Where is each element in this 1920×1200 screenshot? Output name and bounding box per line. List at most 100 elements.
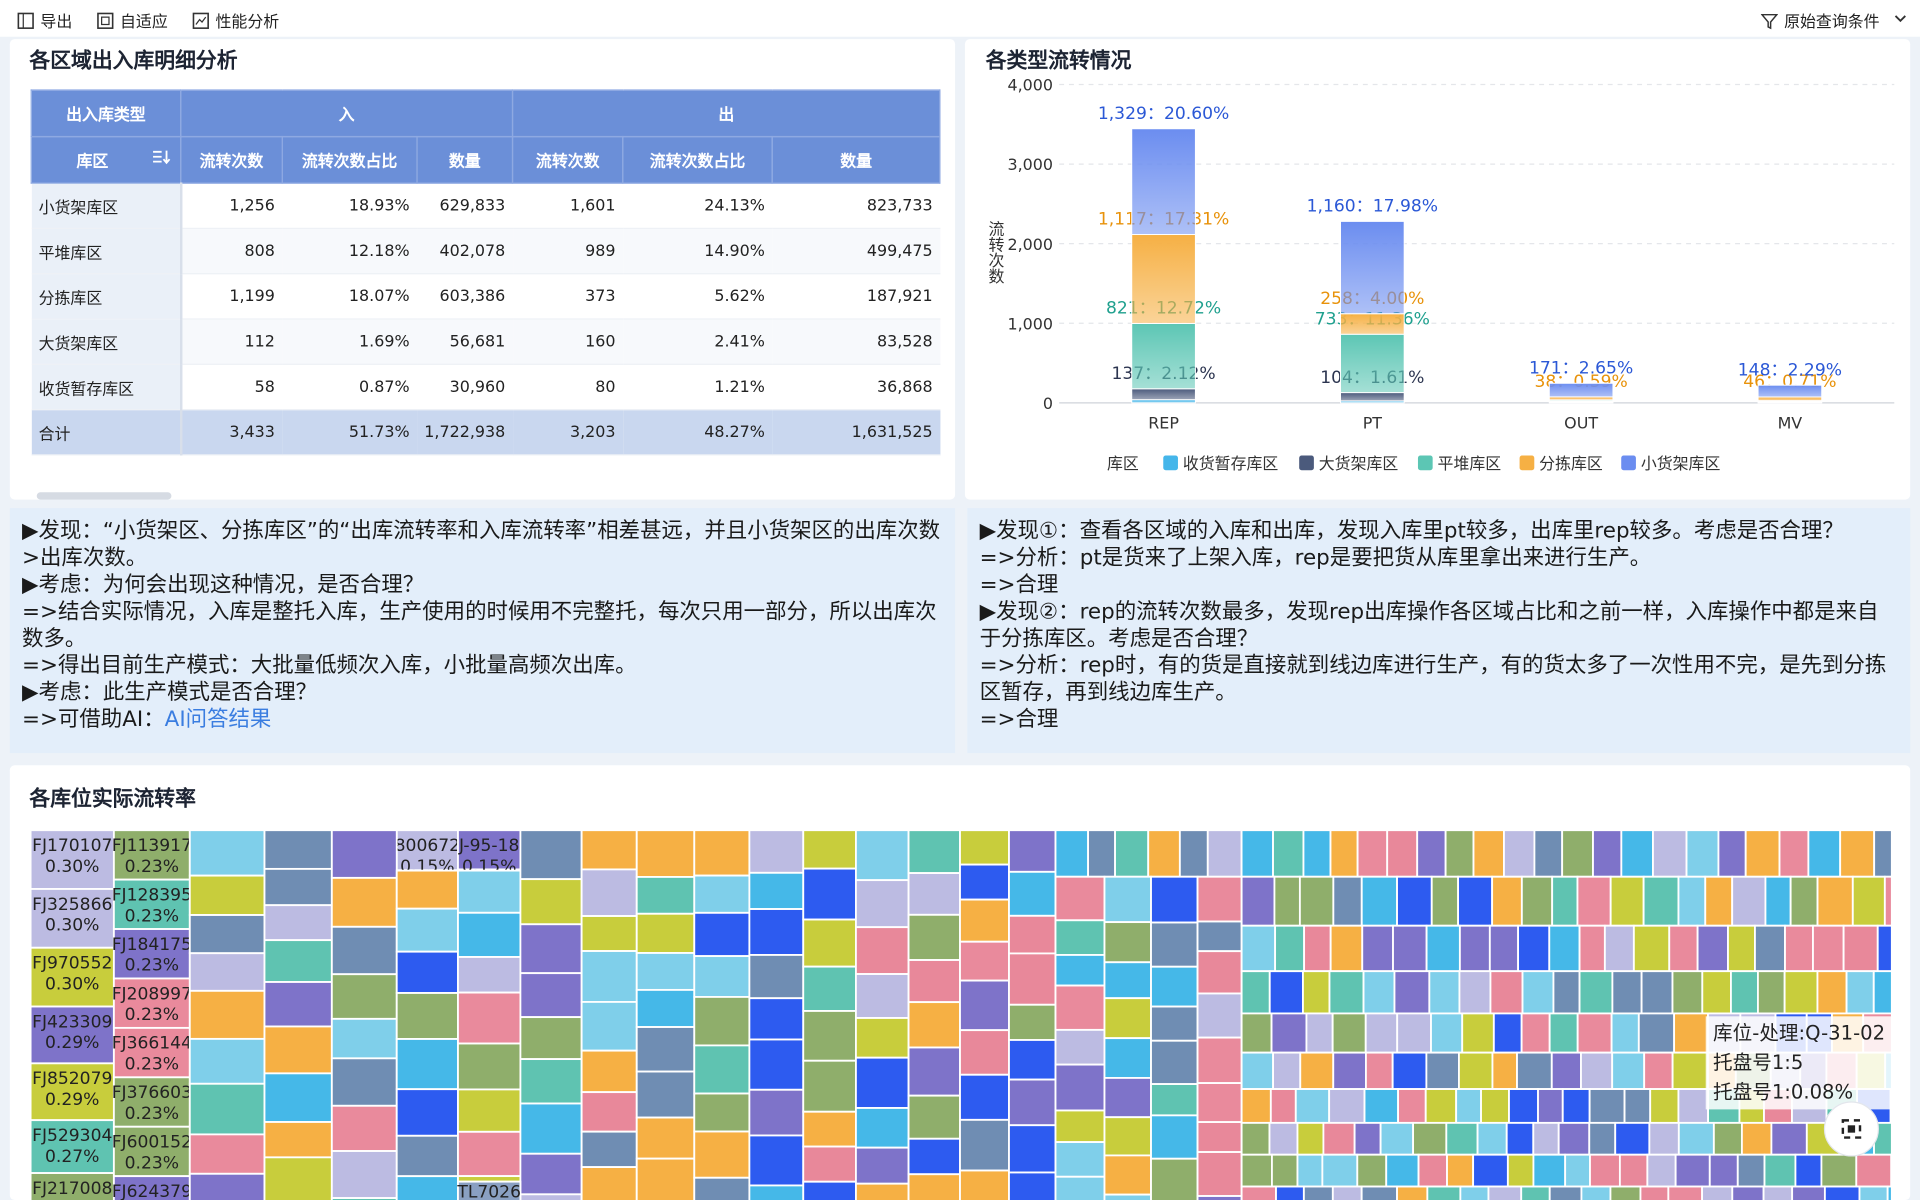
tooltip-line: 库位-处理:Q-31-02 xyxy=(1713,1021,1886,1045)
treemap-cell xyxy=(1054,1141,1106,1178)
collapse-icon[interactable] xyxy=(1893,11,1908,26)
treemap-cell xyxy=(330,1197,398,1200)
treemap-cell xyxy=(1520,1012,1551,1054)
treemap-cell xyxy=(1532,1121,1560,1156)
treemap-cell xyxy=(959,940,1010,982)
treemap-cell xyxy=(855,1146,910,1185)
data-label: 171：2.65% xyxy=(1529,358,1633,378)
treemap-cell xyxy=(1488,924,1520,973)
treemap-cell xyxy=(395,992,459,1040)
treemap-cell xyxy=(1054,984,1106,1031)
treemap-cell xyxy=(1196,1036,1243,1085)
table-cell: 187,921 xyxy=(772,273,941,320)
treemap-cell xyxy=(1701,1185,1734,1200)
cell-value: 0.23% xyxy=(125,1104,179,1124)
treemap-cell xyxy=(29,946,115,1008)
x-tick-label: PT xyxy=(1363,414,1383,433)
treemap-cell xyxy=(457,911,522,958)
export-button[interactable]: 导出 xyxy=(17,9,72,32)
treemap-cell xyxy=(635,1116,696,1160)
note-line: =>分析：rep时，有的货是直接就到线边库进行生产，有的货太多了一次性用不完，是… xyxy=(979,653,1887,706)
treemap-cell xyxy=(1445,1121,1479,1156)
header-text: 流转次数 xyxy=(535,153,600,172)
bar xyxy=(1340,313,1405,335)
tooltip-line: 托盘号1:0.08% xyxy=(1713,1080,1854,1104)
cell-name: FJ325866 xyxy=(32,895,112,915)
bar xyxy=(1340,392,1405,402)
treemap-cell xyxy=(188,874,266,916)
table-cell: 808 xyxy=(180,228,283,275)
treemap-cell xyxy=(1353,1121,1382,1156)
treemap-cell xyxy=(1275,1185,1305,1200)
treemap-cell xyxy=(188,829,266,877)
perf-button[interactable]: 性能分析 xyxy=(192,9,279,32)
treemap-cell xyxy=(29,1005,115,1065)
cell-value: 0.30% xyxy=(45,916,99,936)
treemap-cell xyxy=(693,955,751,998)
treemap-cell xyxy=(1712,1121,1743,1156)
treemap-cell xyxy=(1103,1154,1152,1196)
table-cell: 分拣库区 xyxy=(31,273,182,320)
cell-value: 0.23% xyxy=(125,1153,179,1173)
treemap-cell xyxy=(1610,1012,1640,1054)
treemap-cell xyxy=(1294,1088,1331,1124)
table-cell: 1,256 xyxy=(180,183,283,229)
fit-button[interactable]: 自适应 xyxy=(97,9,168,32)
group-header: 出入库类型 xyxy=(30,89,182,138)
treemap-cell xyxy=(580,1130,638,1169)
cell-name: FJ376603 xyxy=(112,1083,192,1103)
treemap-cell xyxy=(519,972,583,1019)
y-axis-title: 流转次数 xyxy=(986,220,1005,284)
treemap-cell xyxy=(1589,1153,1621,1188)
chart-panel xyxy=(964,39,1911,500)
treemap-cell xyxy=(1508,1088,1539,1124)
treemap-cell xyxy=(1425,924,1461,973)
treemap-cell xyxy=(1533,829,1564,878)
y-tick-label: 3,000 xyxy=(1008,155,1054,174)
column-header: 流转次数占比 xyxy=(622,135,773,184)
table-cell: 1,601 xyxy=(512,183,623,229)
sort-icon[interactable] xyxy=(152,148,172,170)
treemap-cell xyxy=(1322,1121,1356,1156)
treemap-cell xyxy=(188,914,266,955)
scrollbar[interactable] xyxy=(36,492,172,500)
cell-name: J-95-18 xyxy=(458,836,519,856)
treemap-cell xyxy=(457,956,522,994)
ai-link[interactable]: AI问答结果 xyxy=(164,707,272,733)
treemap-cell xyxy=(1736,1153,1766,1188)
treemap-cell xyxy=(1671,1051,1709,1090)
treemap-cell xyxy=(1008,1078,1057,1127)
header-text: 流转次数 xyxy=(199,153,264,172)
treemap-cell xyxy=(1754,924,1786,973)
cell-name: FJ970552 xyxy=(32,954,112,974)
query-button[interactable]: 原始查询条件 xyxy=(1760,9,1880,32)
treemap-cell xyxy=(1391,1051,1428,1090)
fullscreen-button[interactable] xyxy=(1822,1100,1881,1159)
chart: 01,0002,0003,0004,000流转次数137：2.12%821：12… xyxy=(986,76,1895,473)
treemap-cell xyxy=(959,898,1010,943)
treemap-cell xyxy=(1270,1012,1308,1054)
treemap-cell xyxy=(1428,970,1461,1015)
cell-value: 0.29% xyxy=(45,1090,99,1110)
treemap-cell xyxy=(1361,924,1394,973)
treemap-cell xyxy=(1812,924,1845,973)
treemap-cell xyxy=(1727,924,1756,973)
cell-name: 800672 xyxy=(395,836,460,856)
treemap-cell xyxy=(1673,1012,1709,1054)
treemap-cell xyxy=(1845,970,1875,1015)
cell-value: 0.23% xyxy=(125,1055,179,1075)
treemap-cell xyxy=(1516,1051,1553,1090)
table-cell: 14.90% xyxy=(622,228,773,275)
treemap-cell xyxy=(1685,829,1720,878)
treemap-cell xyxy=(457,829,522,871)
treemap-cell xyxy=(1416,829,1447,878)
treemap-cell xyxy=(1196,1082,1243,1124)
treemap-cell xyxy=(1557,1121,1591,1156)
treemap-cell xyxy=(1640,970,1674,1015)
treemap-cell xyxy=(330,829,398,879)
cell-name: FJ113917 xyxy=(112,836,192,856)
treemap-cell xyxy=(1652,829,1688,878)
treemap-cell xyxy=(1603,924,1635,973)
cell-name: FJ208997 xyxy=(112,984,192,1004)
